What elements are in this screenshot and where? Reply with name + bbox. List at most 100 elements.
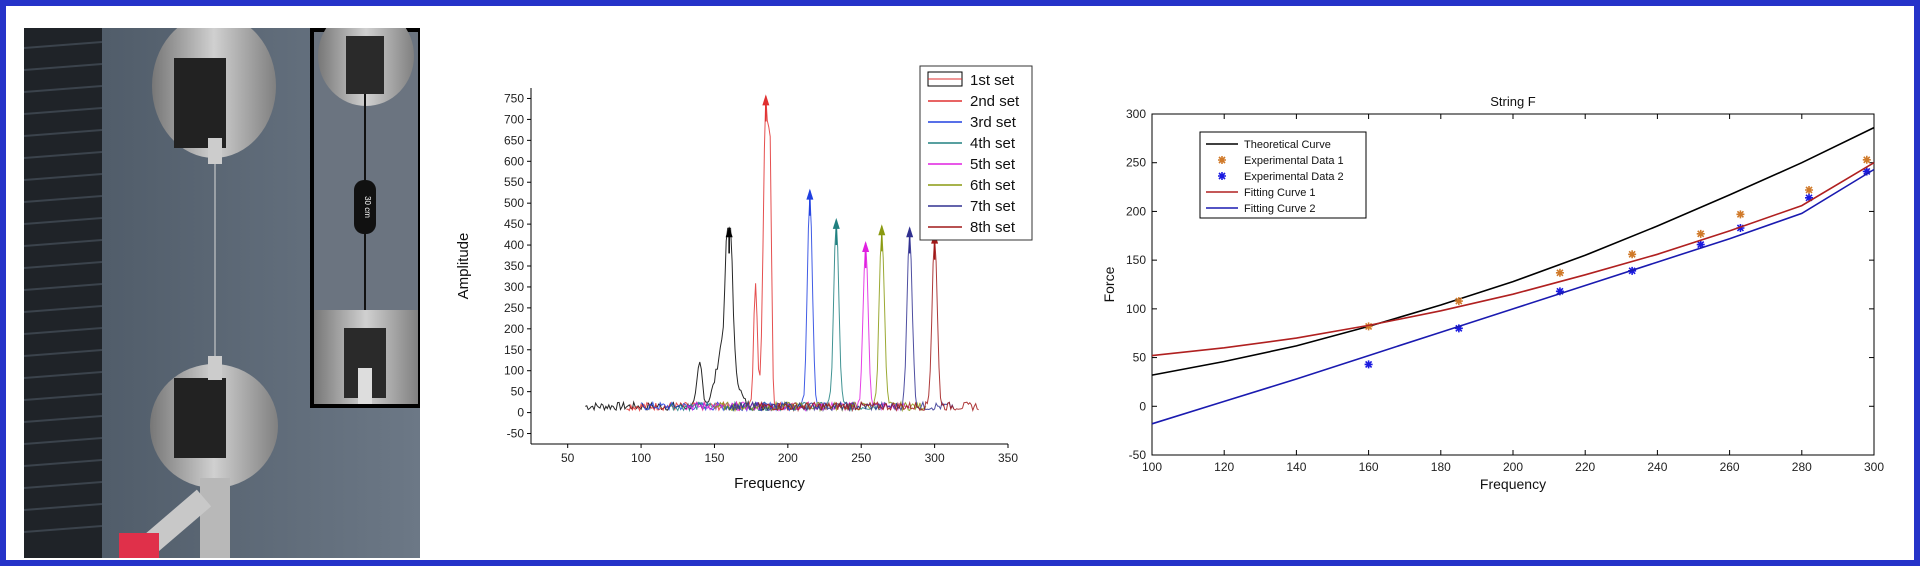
peak-arrow-2: [762, 94, 770, 106]
data-point: [1862, 167, 1871, 176]
trace-3: [640, 195, 855, 413]
y-tick-label: 300: [1126, 107, 1146, 121]
legend-box: [919, 65, 1033, 241]
y-tick-label: -50: [1129, 448, 1147, 462]
x-tick-label: 140: [1286, 460, 1306, 474]
legend-label-2: Experimental Data 1: [1244, 155, 1344, 167]
x-tick-label: 240: [1647, 460, 1667, 474]
legend-label-1: Theoretical Curve: [1244, 139, 1331, 151]
x-tick-label: 180: [1431, 460, 1451, 474]
y-tick-label: 600: [504, 154, 524, 168]
legend-label-3: Experimental Data 2: [1244, 171, 1344, 183]
series-line-1: [1151, 126, 1875, 376]
y-tick-label: 350: [504, 259, 524, 273]
data-point: [1454, 297, 1463, 306]
trace-4: [669, 221, 881, 413]
x-axis-label: Frequency: [1480, 476, 1546, 492]
legend-label-4: Fitting Curve 1: [1244, 187, 1316, 199]
x-tick-label: 300: [1864, 460, 1884, 474]
data-point: [1555, 268, 1564, 277]
y-tick-label: 250: [1126, 156, 1146, 170]
peak-arrow-3: [806, 188, 814, 200]
data-point: [1805, 193, 1814, 202]
legend-swatch-3: [1218, 172, 1226, 180]
y-tick-label: 50: [1133, 351, 1147, 365]
peak-arrow-5: [862, 240, 870, 252]
data-point: [1364, 360, 1373, 369]
y-tick-label: 750: [504, 91, 524, 105]
x-tick-label: 250: [851, 451, 871, 465]
amplitude-spectrum-chart: -50 0 50 100 150 200 250 300 350 400 450 500 550 600 6…: [455, 65, 1033, 492]
y-tick-label: 550: [504, 175, 524, 189]
x-tick-label: 220: [1575, 460, 1595, 474]
data-point: [1454, 324, 1463, 333]
x-tick-label: 280: [1792, 460, 1812, 474]
x-tick-label: 50: [561, 451, 575, 465]
data-point: [1736, 210, 1745, 219]
legend-label-2: 2nd set: [970, 93, 1020, 110]
legend-label-5: 5th set: [970, 156, 1016, 173]
trace-1: [585, 227, 774, 412]
data-point: [1736, 223, 1745, 232]
data-point: [1628, 250, 1637, 259]
x-tick-label: 100: [1142, 460, 1162, 474]
peak-arrow-6: [878, 224, 886, 236]
legend-swatch-2: [1218, 156, 1226, 164]
data-point: [1555, 287, 1564, 296]
y-tick-label: -50: [507, 427, 525, 441]
peak-arrow-4: [832, 217, 840, 229]
y-axis-label: Force: [1101, 266, 1117, 302]
y-tick-label: 500: [504, 196, 524, 210]
legend-label-8: 8th set: [970, 219, 1016, 236]
x-tick-label: 350: [998, 451, 1018, 465]
y-tick-label: 200: [1126, 204, 1146, 218]
legend-label-6: 6th set: [970, 177, 1016, 194]
data-point: [1364, 322, 1373, 331]
x-tick-label: 150: [704, 451, 724, 465]
x-tick-label: 200: [1503, 460, 1523, 474]
y-tick-label: 250: [504, 301, 524, 315]
data-point: [1696, 240, 1705, 249]
y-tick-label: 650: [504, 133, 524, 147]
legend-box: [1199, 131, 1367, 219]
data-point: [1862, 155, 1871, 164]
legend-label-3: 3rd set: [970, 114, 1017, 131]
y-tick-label: 0: [517, 406, 524, 420]
inset-close-up: 30 cm: [310, 28, 420, 408]
y-tick-label: 50: [511, 385, 525, 399]
y-tick-label: 300: [504, 280, 524, 294]
y-tick-label: 150: [504, 343, 524, 357]
x-tick-label: 200: [778, 451, 798, 465]
force-frequency-chart: -50 0 50 100 150 200 250 300 100 120 140 160 180 200 2…: [1101, 94, 1884, 492]
legend-label-1: 1st set: [970, 72, 1015, 89]
x-tick-label: 160: [1359, 460, 1379, 474]
trace-8: [758, 238, 979, 413]
peak-arrow-7: [906, 226, 914, 238]
y-tick-label: 100: [504, 364, 524, 378]
data-point: [1696, 229, 1705, 238]
y-tick-label: 150: [1126, 253, 1146, 267]
series-line-4: [1151, 162, 1875, 357]
trace-6: [714, 232, 927, 413]
x-tick-label: 100: [631, 451, 651, 465]
peak-arrow-1: [725, 226, 733, 238]
x-tick-label: 120: [1214, 460, 1234, 474]
series-line-5: [1151, 168, 1875, 425]
x-tick-label: 260: [1720, 460, 1740, 474]
y-axis-label: Amplitude: [455, 233, 472, 300]
y-tick-label: 0: [1139, 399, 1146, 413]
y-tick-label: 200: [504, 322, 524, 336]
y-tick-label: 400: [504, 238, 524, 252]
tensile-machine-photo: 30 cm: [24, 28, 420, 558]
y-tick-label: 700: [504, 112, 524, 126]
data-point: [1805, 185, 1814, 194]
chart-title: String F: [1490, 94, 1536, 109]
x-tick-label: 300: [925, 451, 945, 465]
x-axis-label: Frequency: [734, 475, 805, 492]
legend-label-4: 4th set: [970, 135, 1016, 152]
y-tick-label: 100: [1126, 302, 1146, 316]
legend-label-7: 7th set: [970, 198, 1016, 215]
y-tick-label: 450: [504, 217, 524, 231]
legend-label-5: Fitting Curve 2: [1244, 203, 1316, 215]
